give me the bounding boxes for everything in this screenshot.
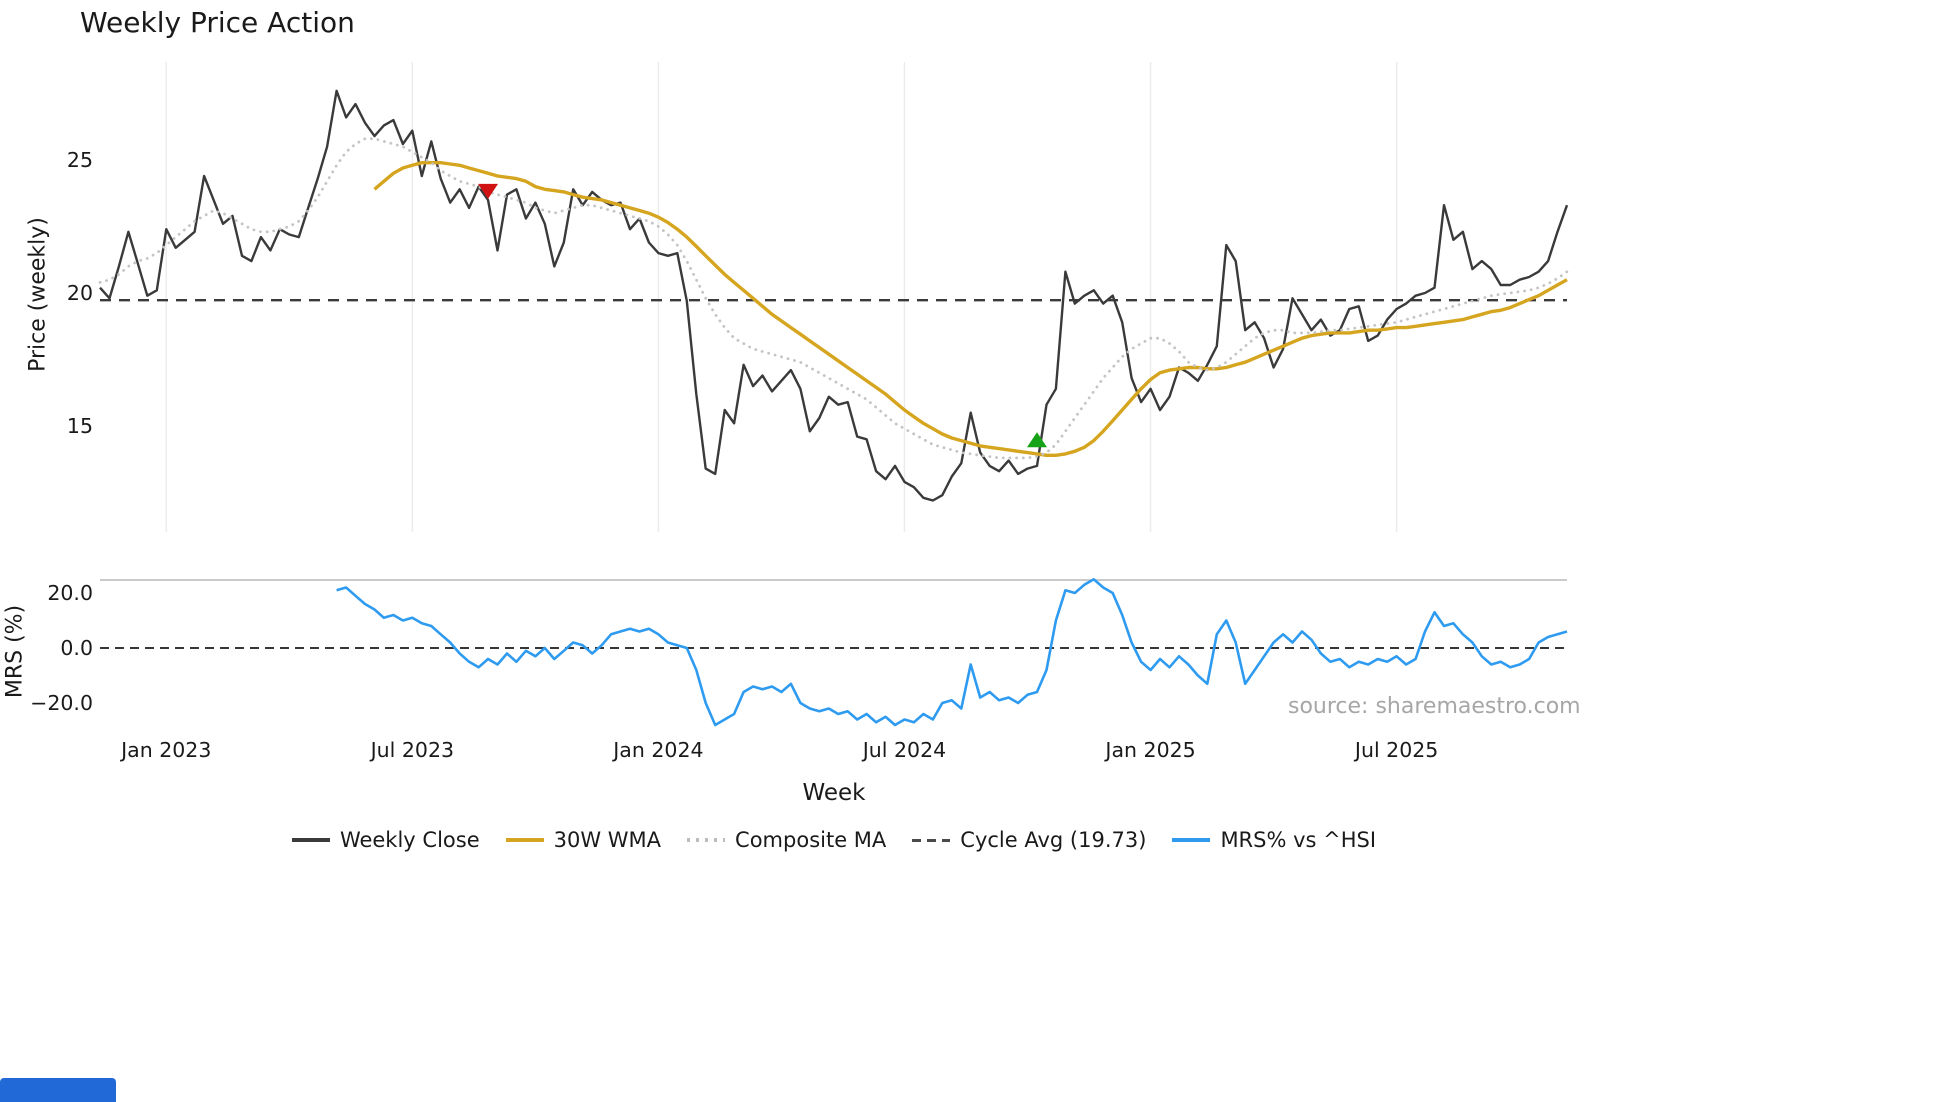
- svg-text:Jul 2024: Jul 2024: [861, 738, 946, 762]
- legend-label: 30W WMA: [553, 828, 662, 852]
- legend-swatch-line: [1172, 838, 1211, 842]
- legend-item-30w-wma: 30W WMA: [505, 828, 662, 852]
- legend-swatch-dotted: [687, 838, 726, 842]
- svg-text:Jul 2023: Jul 2023: [369, 738, 454, 762]
- legend-item-mrs-vs-hsi: MRS% vs ^HSI: [1172, 828, 1376, 852]
- svg-text:Jan 2023: Jan 2023: [119, 738, 211, 762]
- legend-swatch-line: [505, 838, 544, 842]
- svg-text:0.0: 0.0: [60, 636, 93, 660]
- svg-text:Jan 2024: Jan 2024: [611, 738, 703, 762]
- legend-label: Weekly Close: [339, 828, 480, 852]
- series-composite-ma: [98, 137, 1569, 460]
- series-30w-wma: [373, 161, 1568, 457]
- svg-text:−20.0: −20.0: [30, 691, 93, 715]
- legend-label: MRS% vs ^HSI: [1220, 828, 1377, 852]
- legend-item-cycle-avg-19-73-: Cycle Avg (19.73): [912, 828, 1146, 852]
- chart-title: Weekly Price Action: [80, 6, 355, 39]
- legend-item-composite-ma: Composite MA: [687, 828, 886, 852]
- series-weekly-close: [99, 89, 1569, 502]
- svg-text:25: 25: [67, 148, 93, 172]
- svg-text:15: 15: [67, 414, 93, 438]
- legend-label: Composite MA: [735, 828, 887, 852]
- bottom-left-blue-button-fragment[interactable]: [0, 1078, 116, 1102]
- legend-item-weekly-close: Weekly Close: [291, 828, 480, 852]
- series-mrs-vs-hsi: [336, 578, 1568, 727]
- legend-label: Cycle Avg (19.73): [960, 828, 1147, 852]
- svg-text:20.0: 20.0: [47, 581, 93, 605]
- svg-text:Jul 2025: Jul 2025: [1353, 738, 1438, 762]
- buy-signal-marker-icon: [1026, 432, 1047, 448]
- svg-text:Jan 2025: Jan 2025: [1103, 738, 1195, 762]
- source-watermark: source: sharemaestro.com: [1288, 694, 1581, 719]
- legend-swatch-dashed: [912, 838, 951, 842]
- svg-text:20: 20: [67, 281, 93, 305]
- legend: Weekly Close 30W WMA Composite MA Cycle Avg…: [100, 828, 1568, 852]
- x-axis-label: Week: [802, 780, 866, 806]
- legend-swatch-line: [291, 838, 330, 842]
- sell-signal-marker-icon: [478, 183, 499, 199]
